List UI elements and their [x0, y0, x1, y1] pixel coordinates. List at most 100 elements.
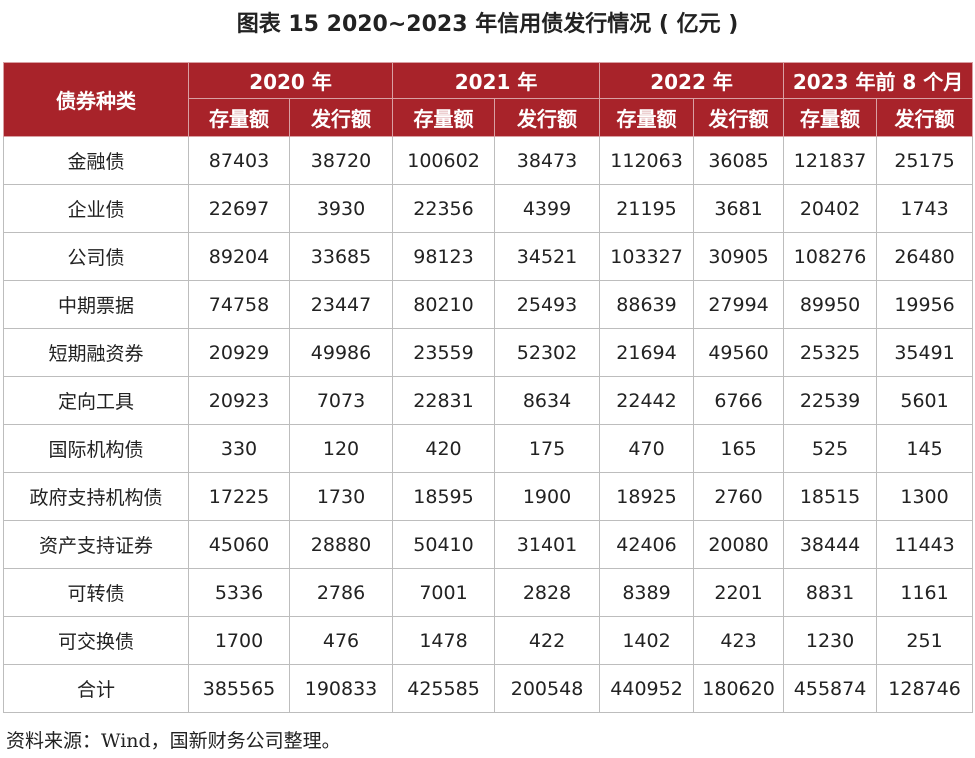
table-row: 金融债 87403 38720 100602 38473 112063 36085 12183… [3, 136, 974, 185]
table-cell: 385565 [188, 664, 290, 713]
table-cell: 525 [783, 424, 878, 473]
table-cell: 1478 [392, 616, 496, 665]
table-cell: 3930 [288, 184, 394, 233]
table-cell: 2828 [494, 568, 601, 617]
table-cell: 89950 [783, 280, 878, 329]
row-label: 可交换债 [3, 616, 189, 665]
table-row: 资产支持证券 45060 28880 50410 31401 42406 20080 3844… [3, 520, 974, 569]
year-header-2021: 2021 年 [392, 62, 601, 99]
table-cell: 1730 [288, 472, 394, 521]
table-cell: 26480 [876, 232, 974, 281]
table-cell: 1900 [494, 472, 601, 521]
table-cell: 88639 [599, 280, 695, 329]
table-cell: 200548 [494, 664, 601, 713]
table-cell: 5336 [188, 568, 290, 617]
table-header: 债券种类 2020 年 2021 年 2022 年 2023 年前 8 个月 存… [3, 62, 974, 137]
table-cell: 120 [288, 424, 394, 473]
row-label: 政府支持机构债 [3, 472, 189, 521]
table-cell: 30905 [693, 232, 785, 281]
sub-header: 发行额 [876, 98, 974, 137]
table-cell: 87403 [188, 136, 290, 185]
table-cell: 180620 [693, 664, 785, 713]
table-cell: 425585 [392, 664, 496, 713]
sub-header: 存量额 [392, 98, 496, 137]
table-cell: 476 [288, 616, 394, 665]
table-cell: 49560 [693, 328, 785, 377]
table-cell: 18515 [783, 472, 878, 521]
table-cell: 22539 [783, 376, 878, 425]
table-row: 国际机构债 330 120 420 175 470 165 525 145 [3, 424, 974, 473]
table-cell: 100602 [392, 136, 496, 185]
source-note: 资料来源：Wind，国新财务公司整理。 [6, 730, 341, 752]
table-cell: 98123 [392, 232, 496, 281]
table-cell: 36085 [693, 136, 785, 185]
table-cell: 2786 [288, 568, 394, 617]
table-cell: 38473 [494, 136, 601, 185]
row-label: 资产支持证券 [3, 520, 189, 569]
table-cell: 128746 [876, 664, 974, 713]
table-cell: 121837 [783, 136, 878, 185]
table-cell: 27994 [693, 280, 785, 329]
row-label: 合计 [3, 664, 189, 713]
table-cell: 21694 [599, 328, 695, 377]
table-row: 政府支持机构债 17225 1730 18595 1900 18925 2760 18515 1… [3, 472, 974, 521]
table-cell: 175 [494, 424, 601, 473]
table-cell: 19956 [876, 280, 974, 329]
table-cell: 18925 [599, 472, 695, 521]
table-cell: 1743 [876, 184, 974, 233]
table-cell: 470 [599, 424, 695, 473]
table-cell: 28880 [288, 520, 394, 569]
table-cell: 25493 [494, 280, 601, 329]
table-cell: 1700 [188, 616, 290, 665]
table-cell: 7001 [392, 568, 496, 617]
table-cell: 8831 [783, 568, 878, 617]
table-cell: 33685 [288, 232, 394, 281]
table-cell: 22442 [599, 376, 695, 425]
table-cell: 1161 [876, 568, 974, 617]
table-cell: 17225 [188, 472, 290, 521]
row-label: 中期票据 [3, 280, 189, 329]
table-cell: 20080 [693, 520, 785, 569]
table-cell: 52302 [494, 328, 601, 377]
table-cell: 74758 [188, 280, 290, 329]
table-cell: 89204 [188, 232, 290, 281]
table-cell: 330 [188, 424, 290, 473]
table-cell: 38444 [783, 520, 878, 569]
table-cell: 18595 [392, 472, 496, 521]
header-row-metrics: 存量额 发行额 存量额 发行额 存量额 发行额 存量额 发行额 [4, 98, 974, 137]
table-cell: 21195 [599, 184, 695, 233]
table-row: 合计 385565 190833 425585 200548 440952 180620 45… [3, 664, 974, 713]
table-cell: 2760 [693, 472, 785, 521]
table-cell: 8389 [599, 568, 695, 617]
year-header-2022: 2022 年 [599, 62, 785, 99]
table-cell: 11443 [876, 520, 974, 569]
table-cell: 103327 [599, 232, 695, 281]
sub-header: 发行额 [693, 98, 785, 137]
table-cell: 22697 [188, 184, 290, 233]
table-cell: 420 [392, 424, 496, 473]
table-cell: 422 [494, 616, 601, 665]
table-title: 图表 15 2020~2023 年信用债发行情况 ( 亿元 ) [236, 12, 739, 37]
row-label: 短期融资券 [3, 328, 189, 377]
table-cell: 50410 [392, 520, 496, 569]
table-cell: 38720 [288, 136, 394, 185]
sub-header: 存量额 [783, 98, 878, 137]
header-row-years: 债券种类 2020 年 2021 年 2022 年 2023 年前 8 个月 [3, 62, 974, 137]
row-label: 国际机构债 [3, 424, 189, 473]
row-label: 定向工具 [3, 376, 189, 425]
table-cell: 20929 [188, 328, 290, 377]
table-cell: 455874 [783, 664, 878, 713]
sub-header: 存量额 [599, 98, 695, 137]
table-cell: 423 [693, 616, 785, 665]
table-cell: 23447 [288, 280, 394, 329]
sub-header: 发行额 [288, 98, 394, 137]
table-row: 企业债 22697 3930 22356 4399 21195 3681 20402 1743 [3, 184, 974, 233]
table-cell: 7073 [288, 376, 394, 425]
row-label: 金融债 [3, 136, 189, 185]
table-cell: 2201 [693, 568, 785, 617]
table-cell: 31401 [494, 520, 601, 569]
table-row: 公司债 89204 33685 98123 34521 103327 30905 108276… [3, 232, 974, 281]
table-cell: 25175 [876, 136, 974, 185]
table-cell: 22831 [392, 376, 496, 425]
table-cell: 5601 [876, 376, 974, 425]
